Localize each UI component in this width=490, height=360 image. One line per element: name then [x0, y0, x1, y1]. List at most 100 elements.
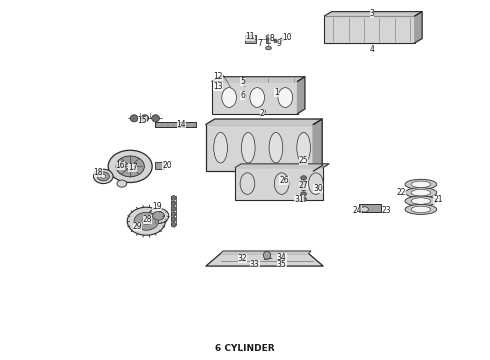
Text: 23: 23	[382, 206, 392, 215]
Ellipse shape	[405, 196, 437, 206]
Polygon shape	[297, 77, 305, 114]
Ellipse shape	[171, 206, 176, 211]
Text: 26: 26	[279, 176, 289, 185]
Text: 34: 34	[277, 253, 287, 262]
Ellipse shape	[274, 173, 289, 194]
Bar	[206, 125, 314, 171]
Bar	[245, 35, 256, 43]
Ellipse shape	[411, 189, 431, 196]
Ellipse shape	[301, 197, 307, 202]
Ellipse shape	[126, 163, 135, 170]
Text: 30: 30	[314, 184, 323, 193]
Text: 17: 17	[128, 163, 137, 172]
Text: 3: 3	[369, 9, 374, 18]
Text: 24: 24	[353, 206, 362, 215]
Ellipse shape	[405, 179, 437, 189]
Ellipse shape	[117, 180, 127, 187]
Polygon shape	[206, 253, 323, 266]
Ellipse shape	[301, 192, 307, 196]
Ellipse shape	[142, 218, 151, 225]
Text: 28: 28	[143, 215, 152, 224]
Text: 35: 35	[277, 260, 287, 269]
Ellipse shape	[269, 132, 283, 163]
Ellipse shape	[361, 207, 368, 212]
Polygon shape	[220, 251, 311, 253]
Ellipse shape	[273, 39, 278, 42]
Ellipse shape	[242, 132, 255, 163]
Bar	[267, 36, 270, 42]
Text: 20: 20	[162, 161, 171, 170]
Bar	[155, 162, 164, 169]
Ellipse shape	[171, 195, 176, 200]
Text: 9: 9	[277, 39, 282, 48]
Ellipse shape	[141, 115, 149, 122]
Ellipse shape	[405, 188, 437, 198]
Ellipse shape	[153, 212, 164, 220]
Ellipse shape	[101, 175, 106, 178]
Ellipse shape	[171, 222, 176, 227]
Ellipse shape	[148, 208, 169, 224]
Polygon shape	[235, 164, 329, 167]
Text: 15: 15	[138, 116, 147, 125]
Ellipse shape	[301, 181, 307, 185]
Text: 27: 27	[299, 181, 308, 190]
Text: 8: 8	[270, 34, 274, 43]
Text: 21: 21	[433, 195, 443, 204]
Ellipse shape	[263, 251, 270, 259]
Text: 16: 16	[116, 161, 125, 170]
Ellipse shape	[411, 206, 431, 213]
Ellipse shape	[130, 115, 138, 122]
Ellipse shape	[214, 132, 227, 163]
Ellipse shape	[266, 46, 271, 50]
Polygon shape	[415, 12, 422, 43]
Bar	[212, 81, 297, 114]
Ellipse shape	[116, 156, 145, 177]
Text: 5: 5	[240, 77, 245, 86]
Ellipse shape	[280, 38, 284, 41]
Ellipse shape	[405, 204, 437, 215]
Ellipse shape	[171, 217, 176, 222]
Ellipse shape	[97, 172, 109, 181]
Ellipse shape	[171, 201, 176, 206]
Text: 14: 14	[177, 120, 186, 129]
Ellipse shape	[301, 176, 307, 180]
Text: 10: 10	[282, 33, 292, 42]
Ellipse shape	[297, 132, 311, 163]
Text: 7: 7	[257, 39, 262, 48]
Ellipse shape	[134, 212, 159, 230]
Text: 33: 33	[250, 260, 260, 269]
Text: 31: 31	[294, 195, 304, 204]
Bar	[155, 122, 196, 127]
Text: 18: 18	[94, 168, 103, 177]
Ellipse shape	[152, 115, 159, 122]
Ellipse shape	[222, 87, 237, 107]
Polygon shape	[314, 119, 322, 171]
Bar	[235, 167, 323, 200]
Text: 6: 6	[240, 91, 245, 100]
Text: 25: 25	[299, 156, 308, 165]
Text: 32: 32	[238, 255, 247, 264]
Ellipse shape	[301, 186, 307, 191]
Ellipse shape	[309, 173, 323, 194]
Text: 19: 19	[152, 202, 162, 211]
Bar	[359, 204, 381, 212]
Ellipse shape	[266, 35, 271, 39]
Polygon shape	[212, 77, 305, 81]
Ellipse shape	[94, 169, 113, 184]
Text: 2: 2	[260, 109, 265, 118]
Ellipse shape	[171, 212, 176, 216]
Polygon shape	[206, 119, 322, 125]
Ellipse shape	[278, 87, 293, 107]
Text: 11: 11	[245, 32, 255, 41]
Text: 1: 1	[274, 87, 279, 96]
Text: 13: 13	[213, 82, 223, 91]
Ellipse shape	[250, 87, 265, 107]
Text: 29: 29	[133, 222, 142, 231]
Ellipse shape	[411, 198, 431, 204]
Text: 4: 4	[369, 45, 374, 54]
Text: 6 CYLINDER: 6 CYLINDER	[215, 344, 275, 353]
Polygon shape	[324, 12, 422, 16]
Bar	[324, 16, 415, 43]
Ellipse shape	[411, 181, 431, 188]
Text: 12: 12	[213, 72, 223, 81]
